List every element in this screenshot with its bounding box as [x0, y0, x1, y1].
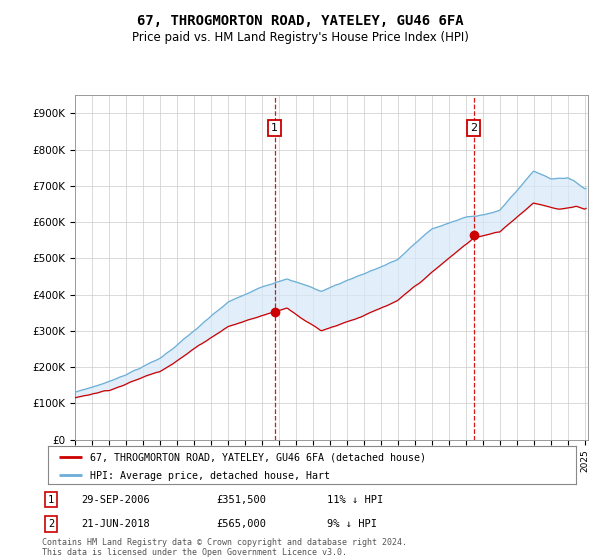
Text: 21-JUN-2018: 21-JUN-2018: [81, 519, 150, 529]
Text: 9% ↓ HPI: 9% ↓ HPI: [327, 519, 377, 529]
Text: £351,500: £351,500: [216, 494, 266, 505]
Text: 2: 2: [48, 519, 54, 529]
Text: 67, THROGMORTON ROAD, YATELEY, GU46 6FA: 67, THROGMORTON ROAD, YATELEY, GU46 6FA: [137, 14, 463, 28]
Text: £565,000: £565,000: [216, 519, 266, 529]
Text: 67, THROGMORTON ROAD, YATELEY, GU46 6FA (detached house): 67, THROGMORTON ROAD, YATELEY, GU46 6FA …: [90, 452, 426, 463]
Text: 1: 1: [48, 494, 54, 505]
Text: 29-SEP-2006: 29-SEP-2006: [81, 494, 150, 505]
Text: Price paid vs. HM Land Registry's House Price Index (HPI): Price paid vs. HM Land Registry's House …: [131, 31, 469, 44]
Text: HPI: Average price, detached house, Hart: HPI: Average price, detached house, Hart: [90, 471, 330, 481]
Text: 2: 2: [470, 123, 477, 133]
Text: Contains HM Land Registry data © Crown copyright and database right 2024.
This d: Contains HM Land Registry data © Crown c…: [42, 538, 407, 557]
Text: 11% ↓ HPI: 11% ↓ HPI: [327, 494, 383, 505]
Text: 1: 1: [271, 123, 278, 133]
